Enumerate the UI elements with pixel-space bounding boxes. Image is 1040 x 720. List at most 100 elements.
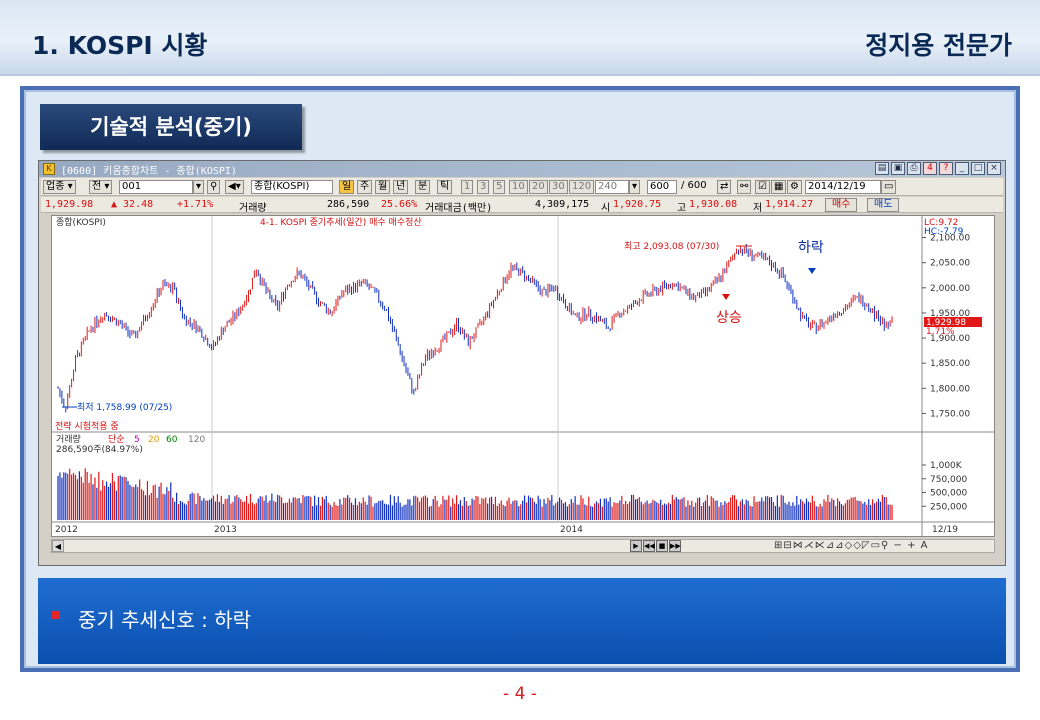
volume-ma-120: 120: [188, 435, 205, 445]
price-tick-label: 1,850.00: [930, 359, 970, 369]
search-icon[interactable]: ⚲: [207, 180, 221, 194]
price-tick-label: 1,750.00: [930, 409, 970, 419]
signal-box: 중기 추세신호 : 하락: [38, 578, 1006, 664]
tab-tick[interactable]: 틱: [437, 180, 453, 194]
tick-dropdown-icon[interactable]: ▾: [629, 180, 641, 194]
volume-tick-label: 1,000K: [930, 461, 963, 471]
strategy-note: 전략 시험적용 중: [55, 420, 119, 432]
presenter-name: 정지용 전문가: [865, 31, 1012, 60]
maximize-icon[interactable]: □: [971, 162, 985, 175]
stop-icon[interactable]: ■: [656, 540, 668, 552]
picture-icon[interactable]: ▦: [771, 180, 787, 194]
x-label-end: 12/19: [932, 525, 958, 535]
minute-3[interactable]: 3: [477, 180, 490, 194]
lc-label: LC:9.72: [924, 218, 958, 228]
speaker-icon[interactable]: ◀▾: [225, 180, 244, 194]
tab-minute[interactable]: 분: [415, 180, 431, 194]
x-label-2014: 2014: [560, 525, 583, 535]
restore-icon[interactable]: ▣: [891, 162, 905, 175]
high-value: 1,930.08: [689, 199, 738, 210]
tab-weekly[interactable]: 주: [357, 180, 373, 194]
close-icon[interactable]: ×: [987, 162, 1001, 175]
price-tick-label: 2,100.00: [930, 234, 970, 244]
price-tick-label: 2,050.00: [930, 259, 970, 269]
slide-header: 1. KOSPI 시황 정지용 전문가: [0, 0, 1040, 76]
calendar-icon[interactable]: ▭: [881, 180, 897, 194]
tab-daily[interactable]: 일: [339, 180, 355, 194]
fall-annotation: 하락: [798, 240, 824, 256]
minute-5[interactable]: 5: [493, 180, 506, 194]
fall-marker: [808, 268, 816, 274]
current-price: 1,929.98: [45, 199, 94, 210]
tab-yearly[interactable]: 년: [393, 180, 409, 194]
link-icon[interactable]: ⚯: [737, 180, 752, 194]
window-title: [0600] 키움종합차트 - 종합(KOSPI): [61, 166, 237, 177]
signal-text: 중기 추세신호 : 하락: [78, 608, 252, 632]
minimize-icon[interactable]: _: [955, 162, 969, 175]
volume-tick-label: 250,000: [930, 502, 967, 512]
minute-30[interactable]: 30: [549, 180, 568, 194]
price-tick-label: 1,900.00: [930, 334, 970, 344]
price-tick-label: 1,800.00: [930, 384, 970, 394]
slide-title: 1. KOSPI 시황: [32, 31, 208, 60]
volume-label: 거래량: [239, 203, 267, 214]
scroll-left-icon[interactable]: ◀: [52, 540, 64, 552]
help-icon[interactable]: ?: [939, 162, 953, 175]
volume-ma-5: 5: [134, 435, 140, 445]
tab-monthly[interactable]: 월: [375, 180, 391, 194]
chart-toolbar: 업종 ▾ 전 ▾ 001 ▾ ⚲ ◀▾ 종합(KOSPI) 일 주 월 년 분 …: [41, 178, 1003, 196]
hc-label: HC:-7.79: [924, 227, 964, 237]
chart-scrollbar[interactable]: ◀ ▶ ◀◀ ■ ▶▶ ⊞⊟⋈⋌⋉⊿⊿◇◇◸▭⚲ − + A: [51, 539, 995, 553]
play-icon[interactable]: ▶: [630, 540, 642, 552]
layout-icon[interactable]: ▤: [875, 162, 889, 175]
rewind-icon[interactable]: ◀◀: [643, 540, 655, 552]
change-percent: +1.71%: [177, 199, 214, 210]
page-number: - 4 -: [503, 684, 537, 704]
open-label: 시: [601, 203, 611, 214]
count-input[interactable]: 600: [647, 180, 677, 194]
current-price-tag: [924, 317, 982, 327]
print-icon[interactable]: ⎙: [907, 162, 921, 175]
bullet-icon: [52, 611, 60, 619]
volume-legend-label: 거래량: [56, 433, 81, 445]
amount-value: 4,309,175: [535, 199, 590, 210]
volume-ma-label: 단순: [108, 434, 125, 445]
volume-tick-label: 500,000: [930, 489, 967, 499]
arrows-icon[interactable]: ⇄: [717, 180, 732, 194]
tick-input[interactable]: 240: [595, 180, 629, 194]
sell-button[interactable]: 매도: [867, 198, 900, 212]
price-change: ▲ 32.48: [111, 199, 154, 210]
legend-main: 종합(KOSPI): [56, 217, 106, 228]
mode-select[interactable]: 전 ▾: [89, 180, 113, 194]
market-select[interactable]: 업종 ▾: [43, 180, 76, 194]
code-input[interactable]: 001: [119, 180, 193, 194]
low-annotation: 최저 1,758.99 (07/25): [77, 402, 172, 413]
buy-button[interactable]: 매수: [825, 198, 858, 212]
volume-ma-20: 20: [148, 435, 160, 445]
date-input[interactable]: 2014/12/19: [805, 180, 881, 194]
chart-window[interactable]: K [0600] 키움종합차트 - 종합(KOSPI) ▤ ▣ ⎙ 4 ? _ …: [38, 160, 1006, 566]
section-title: 기술적 분석(중기): [40, 104, 302, 150]
minute-1[interactable]: 1: [461, 180, 474, 194]
drawing-tools[interactable]: ⊞⊟⋈⋌⋉⊿⊿◇◇◸▭⚲ − + A: [774, 540, 929, 551]
minute-120[interactable]: 120: [569, 180, 595, 194]
checklist-icon[interactable]: ☑: [755, 180, 770, 194]
window-titlebar[interactable]: K [0600] 키움종합차트 - 종합(KOSPI) ▤ ▣ ⎙ 4 ? _ …: [39, 161, 1005, 177]
gear-icon[interactable]: ⚙: [787, 180, 802, 194]
rise-marker: [722, 294, 730, 300]
rise-annotation: 상승: [716, 310, 742, 326]
price-chart[interactable]: 2,100.00 2,050.00 2,000.00 1,950.00 1,900.00…: [51, 215, 995, 537]
code-dropdown-icon[interactable]: ▾: [193, 180, 205, 194]
minute-20[interactable]: 20: [529, 180, 548, 194]
content-frame: 기술적 분석(중기) K [0600] 키움종합차트 - 종합(KOSPI) ▤…: [20, 86, 1020, 672]
x-label-2013: 2013: [214, 525, 237, 535]
pin-icon[interactable]: 4: [923, 162, 937, 175]
minute-10[interactable]: 10: [509, 180, 528, 194]
app-icon: K: [43, 163, 55, 175]
fast-forward-icon[interactable]: ▶▶: [669, 540, 681, 552]
volume-ma-60: 60: [166, 435, 178, 445]
chart-svg: 2,100.00 2,050.00 2,000.00 1,950.00 1,900.00…: [52, 216, 994, 536]
low-label: 저: [753, 203, 763, 214]
count-total: / 600: [681, 180, 707, 191]
price-tick-label: 1,950.00: [930, 309, 970, 319]
